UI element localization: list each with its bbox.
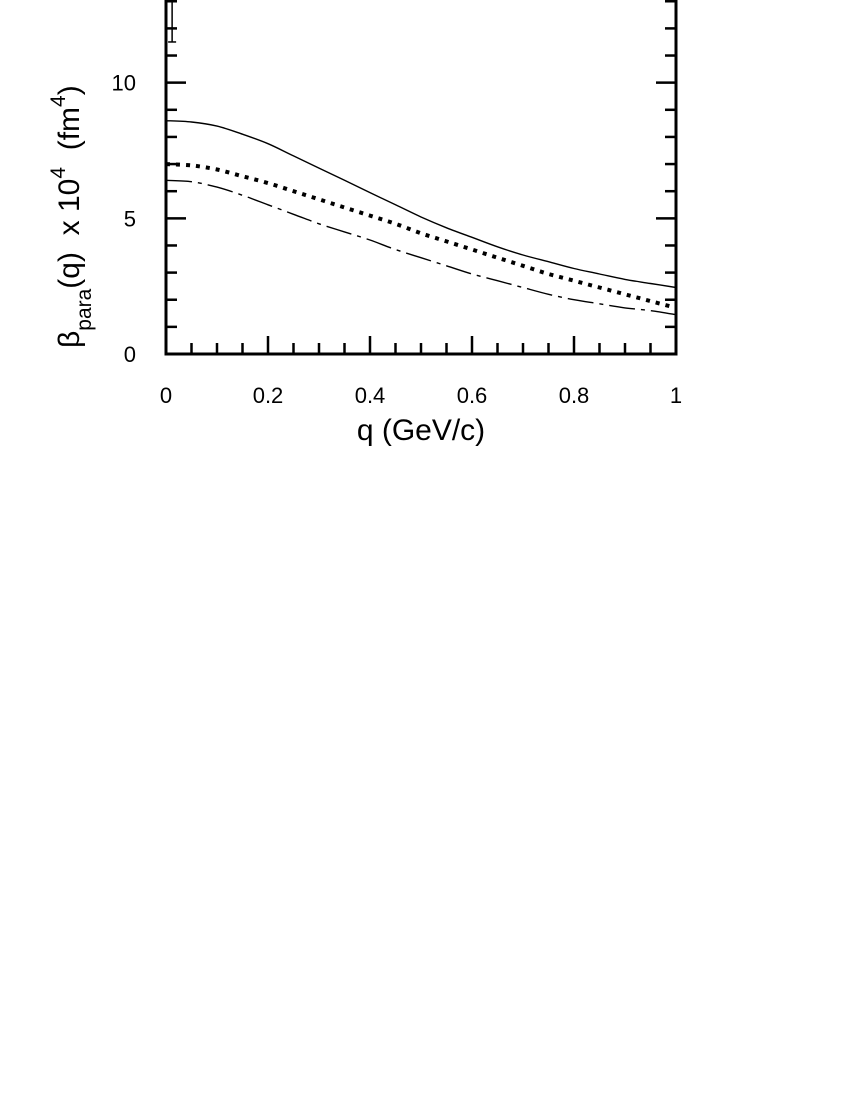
x-tick-label: 0.6 <box>457 383 488 408</box>
y-axis-title-symbol: β <box>53 331 86 348</box>
x-tick-label: 0 <box>160 383 172 408</box>
x-tick-label: 0.2 <box>253 383 284 408</box>
y-axis-title-unit-exponent: 4 <box>47 95 70 107</box>
y-tick-label: 0 <box>124 342 136 367</box>
y-axis-title-middle: (q) x 10 <box>53 179 86 289</box>
series-layer <box>165 120 677 316</box>
data-point-layer <box>168 0 177 43</box>
x-tick-label: 0.4 <box>355 383 386 408</box>
series-line-solid <box>165 120 677 289</box>
x-tick-label: 0.8 <box>559 383 590 408</box>
x-axis-title: q (GeV/c) <box>357 414 485 447</box>
x-tick-label: 1 <box>670 383 682 408</box>
y-axis-title-unit-close: ) <box>53 85 86 95</box>
y-axis-title-unit-open: (fm <box>53 107 86 167</box>
y-axis-title-subscript: para <box>73 288 96 330</box>
series-line-dashdot <box>165 179 677 316</box>
ticks <box>164 0 678 356</box>
y-tick-label: 10 <box>112 71 136 96</box>
y-tick-label: 5 <box>124 206 136 231</box>
series-line-dotted <box>165 162 677 310</box>
y-axis-title: βpara(q) x 104 (fm4) <box>47 85 96 348</box>
y-axis-title-exponent: 4 <box>47 167 70 179</box>
axes <box>164 0 678 356</box>
